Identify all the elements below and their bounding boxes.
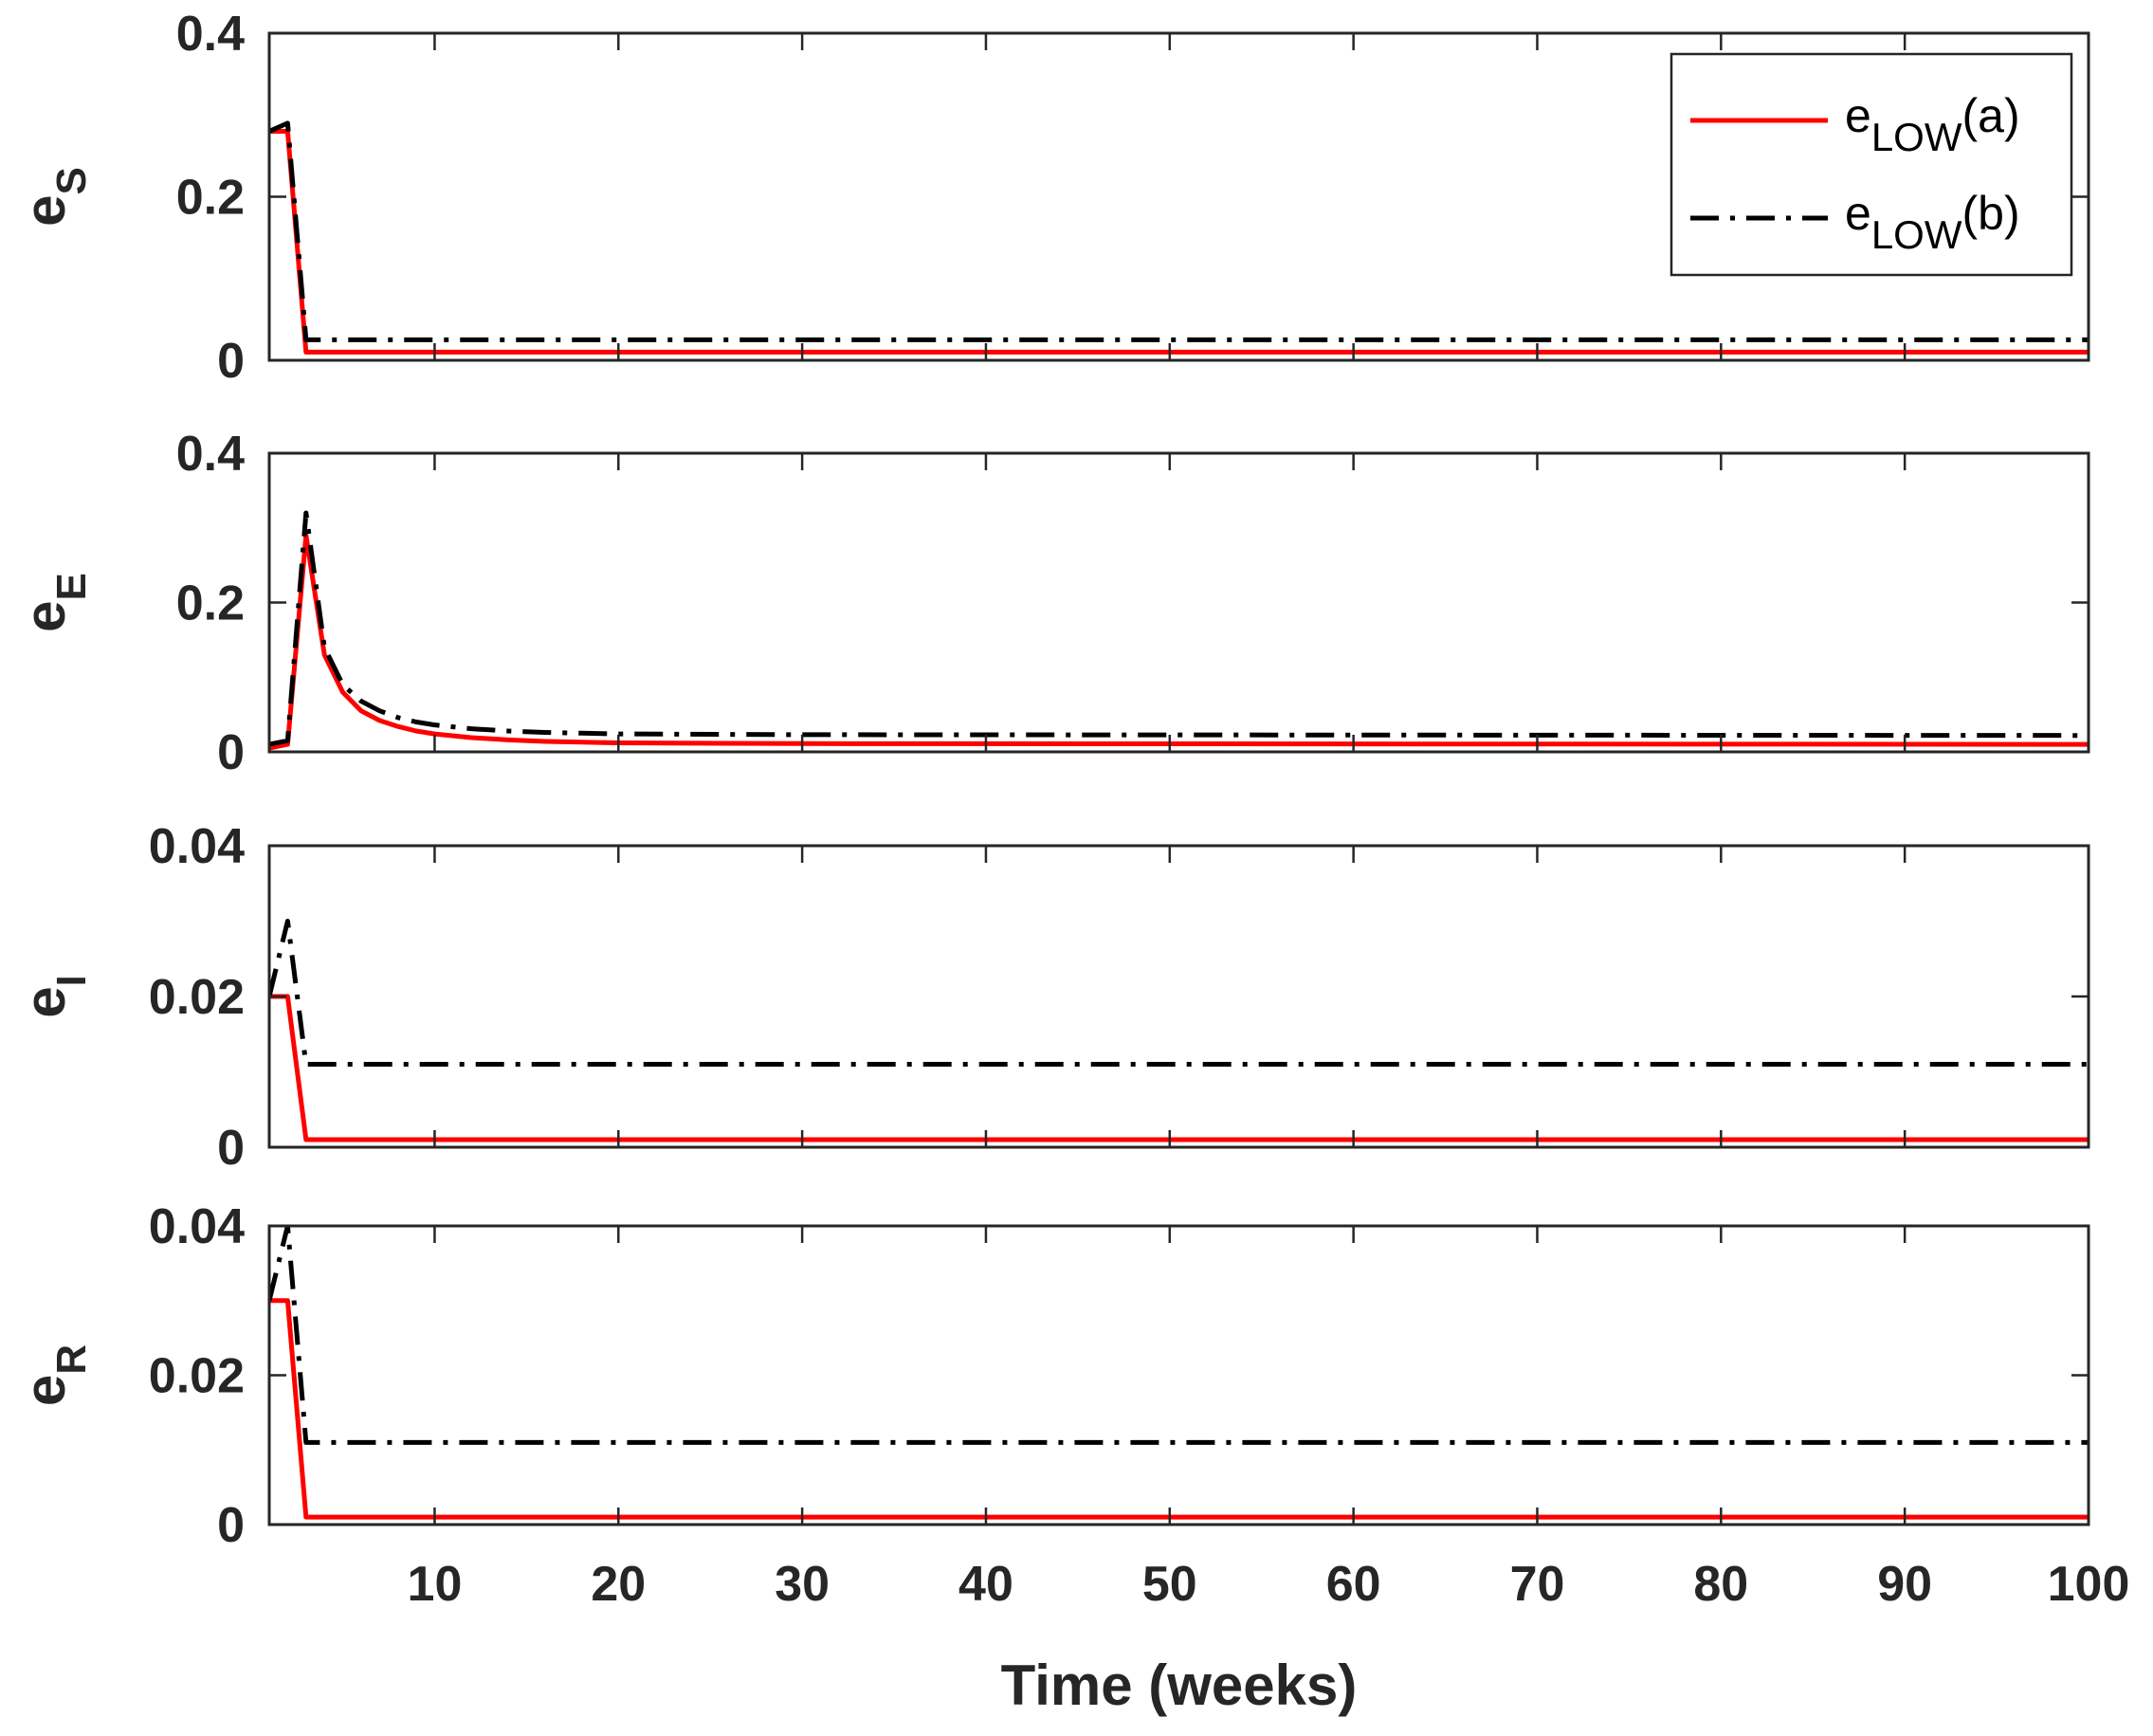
plot-frame — [267, 31, 2090, 362]
y-axis-title: eI — [13, 975, 95, 1018]
panel-4: 0 0.02 0.04 10 20 30 40 50 60 70 80 90 100 eR Time (we… — [13, 1199, 2129, 1717]
y-tick-label: 0 — [217, 1498, 245, 1553]
panel-2: 0 0.2 0.4 eE — [13, 427, 2090, 780]
x-tick-label: 20 — [591, 1557, 646, 1612]
series-line-b — [269, 120, 2089, 342]
y-tick-label: 0.02 — [149, 1349, 245, 1404]
legend-label-suffix: (a) — [1961, 89, 2019, 142]
y-tick-label: 0.4 — [176, 427, 245, 482]
y-tick-label: 0.2 — [176, 171, 245, 226]
x-tick-label: 10 — [408, 1557, 463, 1612]
y-axis-title-sub: E — [48, 573, 95, 600]
y-tick-label: 0.04 — [149, 1199, 245, 1254]
y-tick-label: 0.2 — [176, 576, 245, 631]
y-tick-label: 0.4 — [176, 7, 245, 62]
x-tick-label: 50 — [1142, 1557, 1197, 1612]
legend-label-sub: LOW — [1871, 115, 1962, 159]
legend-label-main: e — [1845, 89, 1871, 142]
y-axis-title-main: e — [13, 194, 77, 226]
legend-label-b: eLOW(b) — [1845, 187, 2020, 257]
y-axis-title: eS — [13, 167, 95, 227]
x-tick-label: 40 — [958, 1557, 1013, 1612]
y-tick-label: 0.04 — [149, 819, 245, 874]
legend: eLOW(a)eLOW(b) — [1669, 52, 2073, 277]
panels: 00.20.4eSeLOW(a)eLOW(b)00.20.4eE00.020.0… — [13, 7, 2129, 1717]
x-tick-label: 70 — [1510, 1557, 1565, 1612]
y-tick-label: 0.02 — [149, 970, 245, 1025]
y-axis-title: eR — [13, 1344, 95, 1406]
x-axis-title: Time (weeks) — [1001, 1654, 1358, 1717]
y-axis-title-sub: I — [48, 975, 95, 986]
plot-frame — [267, 844, 2090, 1149]
x-tick-label: 30 — [775, 1557, 830, 1612]
series-line-b — [269, 1226, 2089, 1445]
x-tick-label: 90 — [1877, 1557, 1932, 1612]
y-tick-label: 0 — [217, 334, 245, 389]
y-axis-title-main: e — [13, 1375, 77, 1406]
x-tick-label: 80 — [1693, 1557, 1748, 1612]
series-line-a — [269, 1298, 2089, 1520]
y-axis-title-sub: R — [48, 1344, 95, 1375]
y-axis-title: eE — [13, 573, 95, 632]
y-axis-title-sub: S — [48, 167, 95, 194]
legend-label-main: e — [1845, 187, 1871, 240]
panel-3: 0 0.02 0.04 eI — [13, 819, 2090, 1176]
x-tick-label: 100 — [2048, 1557, 2130, 1612]
legend-label-suffix: (b) — [1961, 187, 2019, 240]
legend-label-a: eLOW(a) — [1845, 89, 2020, 159]
legend-label-sub: LOW — [1871, 212, 1962, 257]
y-tick-label: 0 — [217, 725, 245, 780]
plot-frame — [267, 451, 2090, 754]
y-axis-title-main: e — [13, 600, 77, 631]
y-axis-title-main: e — [13, 986, 77, 1017]
y-tick-label: 0 — [217, 1121, 245, 1176]
series-line-b — [269, 510, 2089, 747]
plot-frame — [267, 1224, 2090, 1526]
x-tick-label: 60 — [1326, 1557, 1381, 1612]
legend-box — [1669, 52, 2073, 277]
